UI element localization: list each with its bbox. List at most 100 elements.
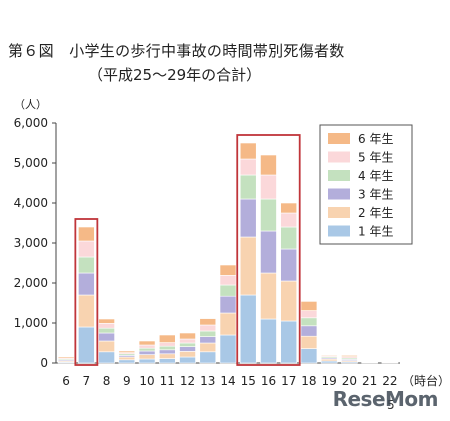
x-tick-label: 16 — [261, 374, 276, 388]
y-tick-label: 0 — [40, 356, 48, 370]
bar-segment — [118, 356, 136, 361]
bar-segment — [158, 345, 176, 351]
bar-segment — [138, 350, 156, 355]
bar-segment — [179, 351, 196, 358]
bar-segment — [219, 295, 237, 314]
bar-segment — [280, 320, 298, 364]
bar-segment — [118, 359, 136, 364]
bar-segment — [158, 334, 176, 343]
x-tick-label: 22 — [382, 374, 397, 388]
x-tick-label: 9 — [123, 374, 131, 388]
legend-label: 2 年生 — [358, 206, 393, 220]
bar-segment — [219, 264, 237, 276]
legend-swatch — [328, 207, 350, 218]
bar-segment — [300, 301, 318, 311]
bar-segment — [260, 272, 277, 320]
bar-segment — [199, 318, 217, 326]
bar-segment — [158, 358, 176, 364]
bar-segment — [179, 356, 196, 364]
bar-segment — [260, 198, 277, 232]
bar-segment — [239, 142, 257, 160]
bar-segment — [300, 317, 318, 327]
bar-segment — [239, 198, 257, 238]
bar-segment — [199, 342, 217, 353]
bar-segment — [179, 346, 196, 352]
bar-segment — [280, 226, 298, 250]
bar-segment — [98, 323, 115, 329]
bar-segment — [98, 318, 115, 324]
chart-title: 第６図 小学生の歩行中事故の時間帯別死傷者数 — [8, 42, 345, 60]
highlight-box — [74, 218, 99, 366]
x-axis-label: （時台） — [402, 373, 450, 388]
bar-segment — [158, 353, 176, 359]
bar-segment — [78, 294, 95, 328]
bar-segment — [260, 154, 277, 176]
legend-label: 5 年生 — [358, 151, 393, 165]
bar-segment — [179, 332, 196, 340]
bar-segment — [361, 359, 378, 361]
legend-label: 1 年生 — [358, 225, 393, 239]
bar-segment — [219, 275, 237, 286]
bar-segment — [78, 226, 95, 242]
bar-segment — [260, 174, 277, 200]
bar-segment — [158, 342, 176, 347]
legend-box — [319, 124, 413, 245]
highlight-box — [236, 134, 301, 366]
x-tick-label: 20 — [342, 374, 357, 388]
x-tick-label: 11 — [160, 374, 175, 388]
x-tick-label: 8 — [103, 374, 111, 388]
bar-segment — [138, 354, 156, 360]
x-tick-label: 15 — [241, 374, 256, 388]
bar-segment — [138, 358, 156, 364]
y-tick-label: 6,000 — [14, 116, 48, 130]
bar-segment — [179, 338, 196, 344]
y-tick-label: 1,000 — [14, 316, 48, 330]
x-tick-label: 21 — [362, 374, 377, 388]
bar-segment — [239, 158, 257, 176]
y-tick-label: 2,000 — [14, 276, 48, 290]
bar-segment — [280, 280, 298, 322]
bar-segment — [199, 336, 217, 344]
bar-segment — [199, 351, 217, 364]
bar-segment — [300, 310, 318, 319]
legend-swatch — [328, 133, 350, 144]
bar-segment — [300, 325, 318, 337]
bar-segment — [57, 356, 75, 359]
legend-swatch — [328, 225, 350, 237]
bar-segment — [138, 347, 156, 352]
bar-segment — [300, 335, 318, 349]
bar-segment — [78, 240, 95, 258]
bar-segment — [239, 294, 257, 364]
bar-segment — [98, 351, 115, 364]
bar-segment — [118, 350, 136, 353]
bar-segment — [280, 212, 298, 228]
x-tick-label: 19 — [322, 374, 337, 388]
bar-segment — [260, 230, 277, 274]
x-tick-label: 17 — [281, 374, 296, 388]
bar-segment — [341, 355, 358, 357]
bar-segment — [78, 272, 95, 296]
x-tick-label: 6 — [62, 374, 70, 388]
legend-swatch — [328, 188, 350, 200]
x-tick-label: 12 — [180, 374, 195, 388]
bar-segment — [199, 324, 217, 332]
x-tick-label: 13 — [200, 374, 215, 388]
bar-segment — [219, 334, 237, 364]
bar-segment — [179, 342, 196, 347]
page-number: 5 — [387, 398, 395, 412]
legend-swatch — [328, 170, 350, 181]
legend-label: 6 年生 — [358, 132, 393, 146]
bar-segment — [138, 340, 156, 346]
bar-segment — [219, 284, 237, 297]
bar-segment — [158, 349, 176, 355]
x-tick-label: 10 — [139, 374, 154, 388]
y-tick-label: 5,000 — [14, 156, 48, 170]
bar-segment — [300, 348, 318, 364]
bar-segment — [138, 344, 156, 349]
bar-segment — [239, 236, 257, 296]
chart-subtitle: （平成25〜29年の合計） — [88, 66, 262, 84]
bar-segment — [78, 326, 95, 364]
bar-segment — [280, 248, 298, 282]
bar-segment — [98, 340, 115, 353]
